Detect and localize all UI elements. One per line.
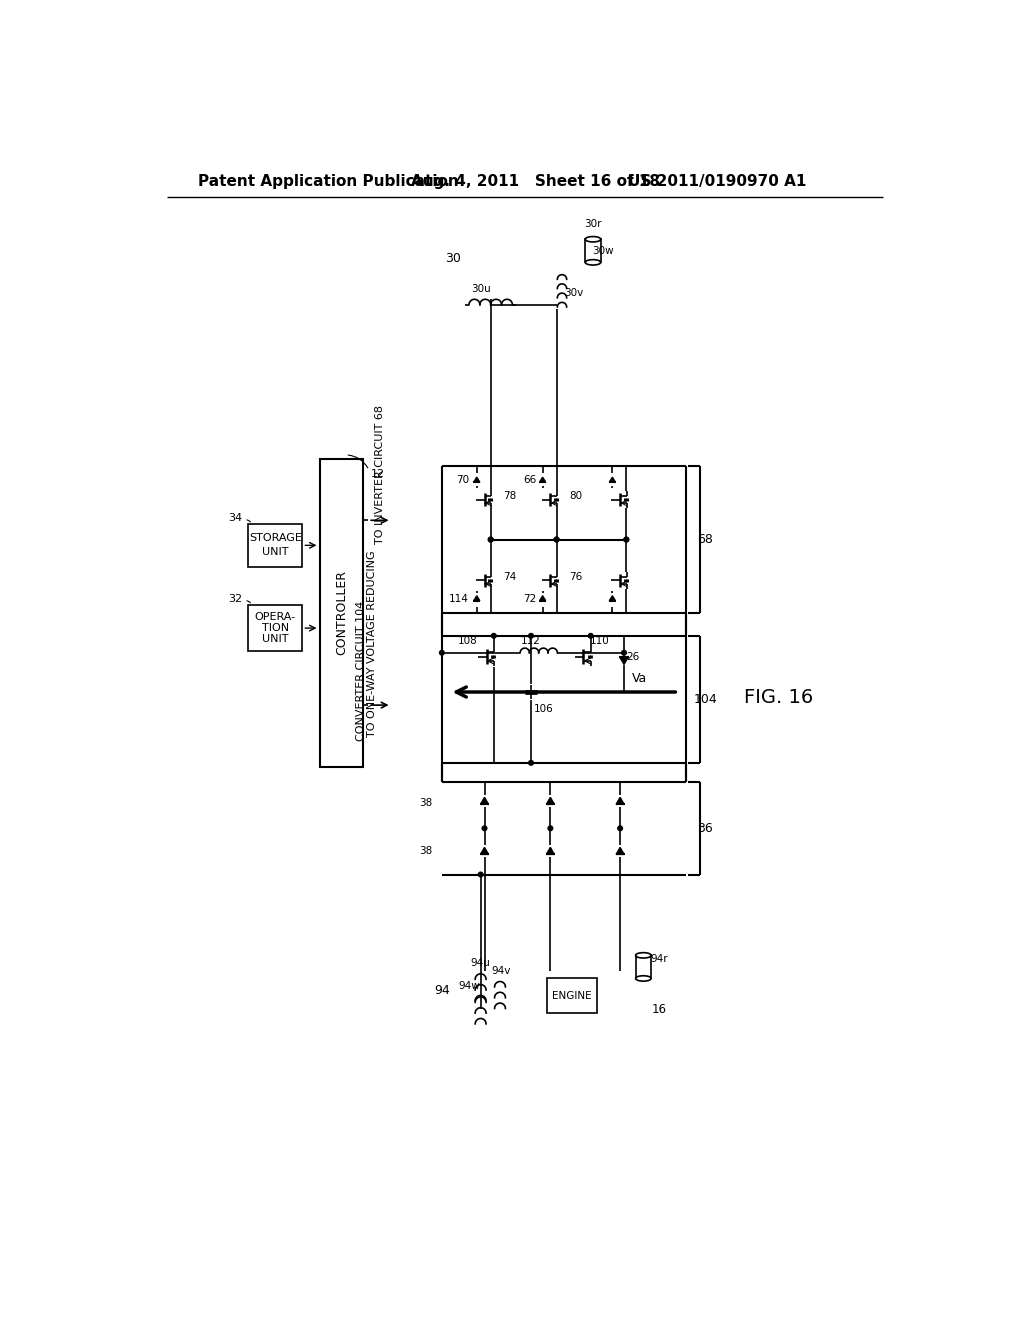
Text: CONVERTER CIRCUIT 104: CONVERTER CIRCUIT 104 [355,601,366,741]
Text: Aug. 4, 2011   Sheet 16 of 18: Aug. 4, 2011 Sheet 16 of 18 [411,174,659,189]
Text: TO ONE-WAY VOLTAGE REDUCING: TO ONE-WAY VOLTAGE REDUCING [368,550,377,737]
Text: TION: TION [262,623,289,634]
Text: 36: 36 [697,822,714,834]
Ellipse shape [586,236,601,242]
Bar [636,956,651,978]
Bar [248,524,302,566]
Circle shape [554,537,559,543]
Text: 70: 70 [456,475,469,486]
Text: UNIT: UNIT [262,634,289,644]
Polygon shape [547,847,554,854]
Text: 30v: 30v [564,288,584,298]
Circle shape [548,826,553,830]
Circle shape [528,760,534,766]
Polygon shape [547,797,554,804]
Polygon shape [609,595,615,601]
Ellipse shape [586,260,601,265]
Text: 106: 106 [535,704,554,714]
Bar [586,239,601,263]
Polygon shape [609,478,615,482]
Text: TO INVERTER CIRCUIT 68: TO INVERTER CIRCUIT 68 [375,405,385,544]
Circle shape [624,537,629,543]
Text: 94r: 94r [650,954,668,964]
Circle shape [624,537,629,543]
Text: 114: 114 [450,594,469,603]
Circle shape [589,634,593,638]
Text: Va: Va [632,672,647,685]
Text: 26: 26 [627,652,640,661]
Circle shape [439,651,444,655]
Polygon shape [474,478,480,482]
Circle shape [622,651,627,655]
Circle shape [492,634,496,638]
Circle shape [478,873,483,876]
Bar [321,459,362,767]
Text: 94: 94 [434,983,450,997]
Text: 104: 104 [693,693,717,706]
Text: FIG. 16: FIG. 16 [744,688,814,708]
Text: 12: 12 [371,469,385,479]
Text: 94v: 94v [492,966,511,975]
Polygon shape [620,657,628,664]
Text: 32: 32 [227,594,242,603]
Text: OPERA-: OPERA- [255,612,296,622]
Text: 16: 16 [651,1003,667,1016]
Text: CONTROLLER: CONTROLLER [335,570,348,655]
Polygon shape [480,847,488,854]
Text: UNIT: UNIT [262,548,289,557]
Bar [547,978,597,1014]
Ellipse shape [636,975,651,981]
Text: 68: 68 [697,533,714,546]
Polygon shape [540,478,546,482]
Text: 94w: 94w [458,981,480,991]
Text: 38: 38 [419,797,432,808]
Polygon shape [616,847,625,854]
Circle shape [554,537,559,543]
Text: 30: 30 [445,252,462,265]
Text: 74: 74 [503,572,516,582]
Text: 112: 112 [521,636,541,647]
Bar [248,605,302,651]
Text: 38: 38 [419,846,432,857]
Text: 80: 80 [569,491,582,500]
Ellipse shape [636,953,651,958]
Text: 108: 108 [458,636,477,647]
Text: ENGINE: ENGINE [552,991,592,1001]
Text: 78: 78 [503,491,516,500]
Polygon shape [540,595,546,601]
Polygon shape [616,797,625,804]
Text: 30u: 30u [471,284,490,294]
Text: Patent Application Publication: Patent Application Publication [198,174,459,189]
Text: US 2011/0190970 A1: US 2011/0190970 A1 [628,174,806,189]
Text: 30w: 30w [592,246,613,256]
Text: 94u: 94u [471,958,490,968]
Text: STORAGE: STORAGE [249,533,302,544]
Polygon shape [480,797,488,804]
Circle shape [488,537,493,543]
Text: 72: 72 [523,594,537,603]
Text: 34: 34 [227,513,242,523]
Circle shape [528,634,534,638]
Text: 76: 76 [569,572,583,582]
Text: 110: 110 [590,636,609,647]
Polygon shape [474,595,480,601]
Text: 30r: 30r [585,219,602,228]
Circle shape [617,826,623,830]
Text: 66: 66 [523,475,537,486]
Circle shape [482,826,486,830]
Circle shape [488,537,493,543]
